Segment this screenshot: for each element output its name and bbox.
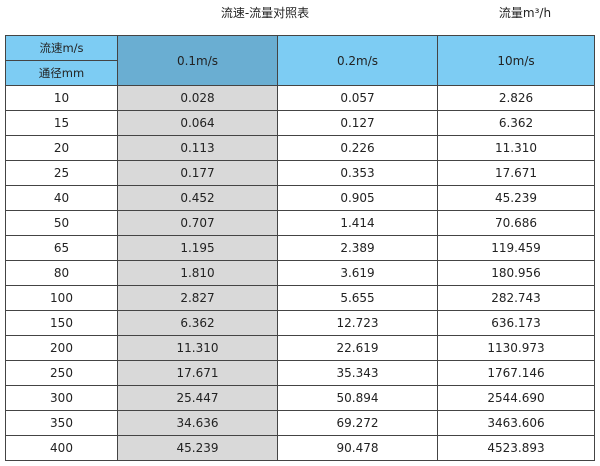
header-velocity: 流速m/s	[5, 35, 118, 61]
diameter-cell: 15	[5, 110, 118, 136]
diameter-cell: 65	[5, 235, 118, 261]
flow-cell: 17.671	[117, 360, 278, 386]
table-row: 50 0.707 1.414 70.686	[5, 210, 595, 236]
flow-cell: 180.956	[437, 260, 595, 286]
flow-cell: 6.362	[117, 310, 278, 336]
flow-cell: 5.655	[277, 285, 438, 311]
flow-cell: 69.272	[277, 410, 438, 436]
table-row: 15 0.064 0.127 6.362	[5, 110, 595, 136]
unit-label: 流量m³/h	[498, 6, 552, 20]
flow-cell: 282.743	[437, 285, 595, 311]
header-col-2: 10m/s	[437, 35, 595, 86]
table-row: 250 17.671 35.343 1767.146	[5, 360, 595, 386]
diameter-cell: 350	[5, 410, 118, 436]
diameter-cell: 400	[5, 435, 118, 461]
flow-cell: 4523.893	[437, 435, 595, 461]
flow-cell: 34.636	[117, 410, 278, 436]
header-col-1: 0.2m/s	[277, 35, 438, 86]
flow-cell: 1130.973	[437, 335, 595, 361]
flow-cell: 0.057	[277, 85, 438, 111]
diameter-cell: 200	[5, 335, 118, 361]
flow-cell: 11.310	[437, 135, 595, 161]
table-row: 400 45.239 90.478 4523.893	[5, 435, 595, 461]
diameter-cell: 25	[5, 160, 118, 186]
diameter-cell: 10	[5, 85, 118, 111]
table-row: 100 2.827 5.655 282.743	[5, 285, 595, 311]
header-row: 流速m/s 0.1m/s 0.2m/s 10m/s	[5, 35, 595, 86]
flow-cell: 636.173	[437, 310, 595, 336]
flow-cell: 0.113	[117, 135, 278, 161]
flow-cell: 2544.690	[437, 385, 595, 411]
flow-cell: 45.239	[117, 435, 278, 461]
flow-cell: 0.064	[117, 110, 278, 136]
diameter-cell: 300	[5, 385, 118, 411]
flow-cell: 1.810	[117, 260, 278, 286]
flow-cell: 0.707	[117, 210, 278, 236]
diameter-cell: 50	[5, 210, 118, 236]
diameter-cell: 100	[5, 285, 118, 311]
diameter-cell: 40	[5, 185, 118, 211]
flow-cell: 0.452	[117, 185, 278, 211]
diameter-cell: 250	[5, 360, 118, 386]
table-row: 350 34.636 69.272 3463.606	[5, 410, 595, 436]
table-row: 80 1.810 3.619 180.956	[5, 260, 595, 286]
flow-cell: 3463.606	[437, 410, 595, 436]
flow-cell: 0.353	[277, 160, 438, 186]
table-row: 65 1.195 2.389 119.459	[5, 235, 595, 261]
table-row: 10 0.028 0.057 2.826	[5, 85, 595, 111]
flow-cell: 0.905	[277, 185, 438, 211]
flow-cell: 119.459	[437, 235, 595, 261]
flow-cell: 1.414	[277, 210, 438, 236]
table-row: 40 0.452 0.905 45.239	[5, 185, 595, 211]
flow-cell: 90.478	[277, 435, 438, 461]
diameter-cell: 20	[5, 135, 118, 161]
flow-cell: 12.723	[277, 310, 438, 336]
flow-cell: 3.619	[277, 260, 438, 286]
flow-cell: 6.362	[437, 110, 595, 136]
flow-cell: 70.686	[437, 210, 595, 236]
table-row: 300 25.447 50.894 2544.690	[5, 385, 595, 411]
diameter-cell: 150	[5, 310, 118, 336]
table-row: 150 6.362 12.723 636.173	[5, 310, 595, 336]
flow-rate-table: 流速m/s 0.1m/s 0.2m/s 10m/s 通径mm 10 0.028 0.…	[5, 35, 595, 461]
header-row-2: 通径mm	[5, 60, 595, 86]
flow-cell: 17.671	[437, 160, 595, 186]
flow-cell: 2.389	[277, 235, 438, 261]
flow-cell: 2.827	[117, 285, 278, 311]
flow-cell: 1767.146	[437, 360, 595, 386]
diameter-cell: 80	[5, 260, 118, 286]
flow-cell: 0.226	[277, 135, 438, 161]
flow-cell: 50.894	[277, 385, 438, 411]
table-row: 20 0.113 0.226 11.310	[5, 135, 595, 161]
flow-cell: 22.619	[277, 335, 438, 361]
header-col-0: 0.1m/s	[117, 35, 278, 86]
flow-cell: 45.239	[437, 185, 595, 211]
table-row: 200 11.310 22.619 1130.973	[5, 335, 595, 361]
flow-cell: 0.127	[277, 110, 438, 136]
header-diameter: 通径mm	[5, 60, 118, 86]
flow-cell: 1.195	[117, 235, 278, 261]
table-title: 流速-流量对照表	[220, 6, 310, 20]
table-row: 25 0.177 0.353 17.671	[5, 160, 595, 186]
flow-cell: 0.177	[117, 160, 278, 186]
flow-cell: 11.310	[117, 335, 278, 361]
flow-cell: 2.826	[437, 85, 595, 111]
flow-cell: 0.028	[117, 85, 278, 111]
flow-cell: 35.343	[277, 360, 438, 386]
flow-cell: 25.447	[117, 385, 278, 411]
